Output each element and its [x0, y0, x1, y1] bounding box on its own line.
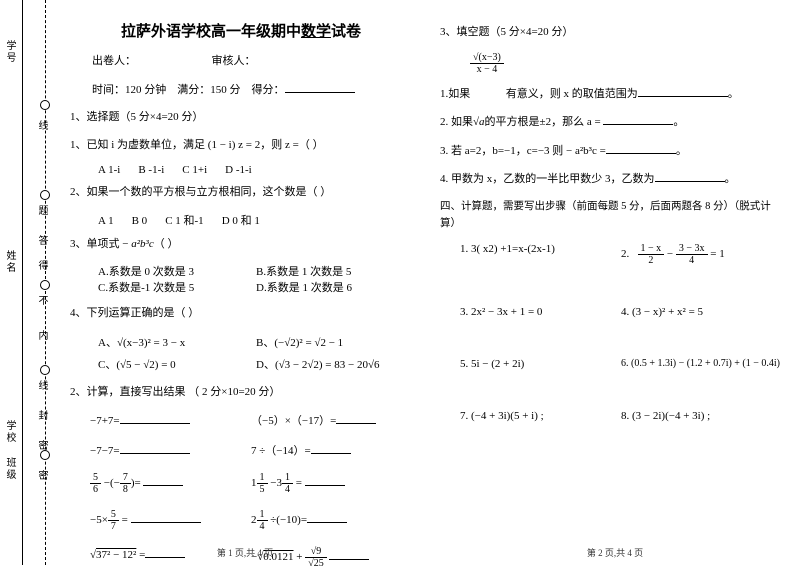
- fill-4: 4. 甲数为 x，乙数的一半比甲数少 3，乙数为。: [440, 170, 782, 189]
- exam-title: 拉萨外语学校高一年级期中数学试卷: [70, 20, 412, 41]
- section-2-heading: 2、计算，直接写出结果 （ 2 分×10=20 分）: [70, 384, 412, 402]
- page-2: 3、填空题（5 分×4=20 分） √(x−3)x − 4 1.如果 有意义，则…: [430, 0, 800, 565]
- gutter-label-id: 学号: [2, 40, 17, 64]
- section-1-heading: 1、选择题（5 分×4=20 分）: [70, 109, 412, 127]
- gutter-label-name: 姓名: [2, 250, 17, 274]
- problem-row: 5. 5i − (2 + 2i) 6. (0.5 + 1.3i) − (1.2 …: [440, 358, 782, 370]
- gutter-hole: [40, 365, 50, 375]
- problem-row: 3. 2x² − 3x + 1 = 0 4. (3 − x)² + x² = 5: [440, 306, 782, 318]
- gutter-seal-text: 答: [34, 235, 49, 251]
- gutter-seal-text: 线: [34, 380, 49, 396]
- gutter-seal-text: 内: [34, 330, 49, 346]
- calc-row: −5×57 = 214 ÷(−10)=: [70, 509, 412, 532]
- section-3-heading: 3、填空题（5 分×4=20 分）: [440, 24, 782, 42]
- gutter-seal-text: 线: [34, 120, 49, 136]
- page-1: 拉萨外语学校高一年级期中数学试卷 出卷人： 审核人： 时间：120 分钟 满分：…: [60, 0, 430, 565]
- gutter-seal-text: 题: [34, 205, 49, 221]
- q1: 1、已知 i 为虚数单位，满足 (1 − i) z = 2，则 z =（ ）: [70, 137, 412, 155]
- meta-row: 时间：120 分钟 满分：150 分 得分：: [70, 81, 412, 100]
- calc-row: 56 −(−78)= 115 −314 =: [70, 472, 412, 495]
- gutter-hole: [40, 100, 50, 110]
- author-row: 出卷人： 审核人：: [70, 53, 412, 71]
- calc-row: −7−7= 7 ÷（−14）=: [70, 442, 412, 458]
- q3: 3、单项式 − a²b³c（ ）: [70, 236, 412, 254]
- binding-gutter: 学号 姓名 学校 班级 线 题 答 得 不 内 线 封: [0, 0, 60, 565]
- calc-row: −7+7= （−5）×（−17）=: [70, 412, 412, 428]
- q2: 2、如果一个数的平方根与立方根相同，这个数是（ ）: [70, 184, 412, 202]
- gutter-seal-text: 得: [34, 260, 49, 276]
- q2-options: A 1B 0C 1 和-1D 0 和 1: [70, 212, 412, 228]
- section-4-heading: 四、计算题，需要写出步骤（前面每题 5 分，后面两题各 8 分）（脱式计算）: [440, 199, 782, 233]
- gutter-seal-text: 密: [34, 470, 49, 486]
- problem-row: 1. 3( x2) +1=x-(2x-1) 2. 1 − x2 − 3 − 3x…: [440, 243, 782, 266]
- gutter-seal-text: 密: [34, 440, 49, 456]
- problem-row: 7. (−4 + 3i)(5 + i) ; 8. (3 − 2i)(−4 + 3…: [440, 410, 782, 422]
- q4: 4、下列运算正确的是（ ）: [70, 305, 412, 323]
- gutter-hole: [40, 280, 50, 290]
- gutter-solid-line: [22, 0, 23, 565]
- q3-options: A.系数是 0 次数是 3B.系数是 1 次数是 5 C.系数是-1 次数是 5…: [70, 264, 412, 297]
- gutter-hole: [40, 190, 50, 200]
- fill-3: 3. 若 a=2，b=−1，c=−3 则 − a²b³c =。: [440, 142, 782, 161]
- fill-2: 2. 如果√a的平方根是±2，那么 a = 。: [440, 113, 782, 132]
- page-footer: 第 1 页,共 4 页: [60, 546, 430, 559]
- score-blank[interactable]: [285, 81, 355, 93]
- gutter-label-school: 学校 班级: [2, 420, 17, 481]
- gutter-seal-text: 不: [34, 295, 49, 311]
- page-footer: 第 2 页,共 4 页: [430, 546, 800, 559]
- gutter-seal-text: 封: [34, 410, 49, 426]
- q4-options: A、√(x−3)² = 3 − xB、(−√2)² = √2 − 1 C、(√5…: [70, 332, 412, 376]
- q1-options: A 1-iB -1-iC 1+iD -1-i: [70, 164, 412, 176]
- f1-frac: √(x−3)x − 4: [440, 52, 782, 75]
- fill-1: 1.如果 有意义，则 x 的取值范围为。: [440, 85, 782, 104]
